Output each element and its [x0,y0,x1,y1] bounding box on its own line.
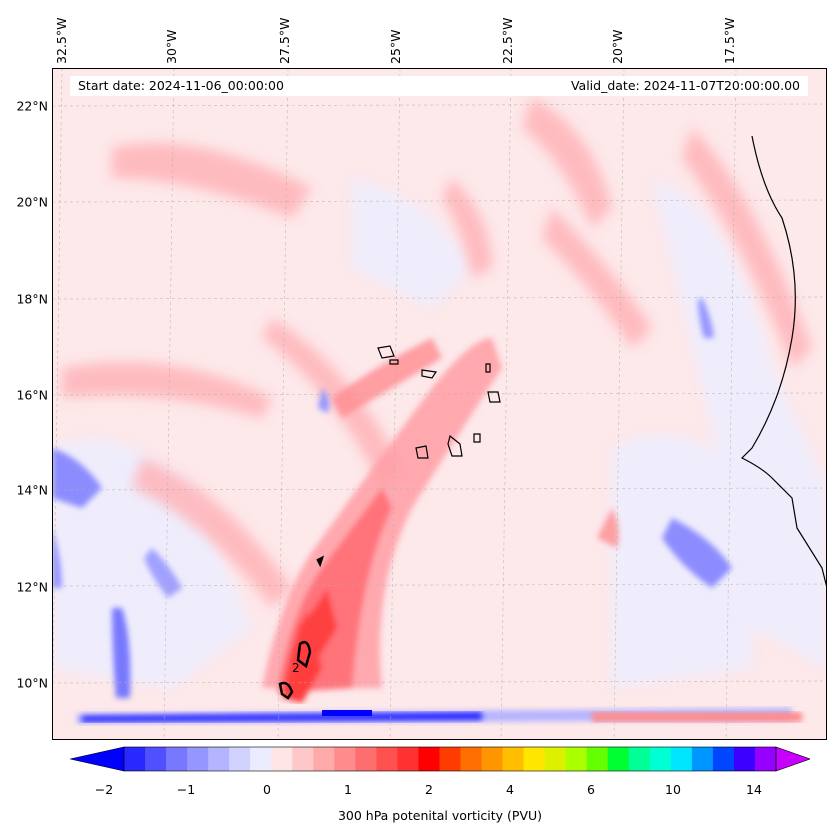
colorbar-segment [481,747,504,771]
colorbar-segment [313,747,335,771]
colorbar-label: 300 hPa potenital vorticity (PVU) [337,808,543,823]
colorbar-segment [502,747,525,771]
colorbar-segment [292,747,314,771]
colorbar-segment [166,747,188,771]
colorbar-segment [544,747,567,771]
colorbar-segment [565,747,588,771]
colorbar-tick: 14 [746,782,762,797]
lat-label-14n: 14°N [16,482,48,498]
cape-verde-islands [377,345,501,459]
pv-map-panel: 2 [52,68,827,740]
colorbar-tick: 4 [506,782,514,797]
lon-label-30w: 30°W [164,29,179,64]
graticule [52,68,827,740]
colorbar-outline [123,746,777,772]
colorbar-segment [670,747,693,771]
lat-label-22n: 22°N [16,98,48,114]
lat-label-18n: 18°N [16,291,48,307]
lat-label-16n: 16°N [16,387,48,403]
lon-label-22-5w: 22.5°W [500,17,515,64]
colorbar-segment [418,747,440,771]
colorbar-segment [250,747,272,771]
colorbar-tick: −1 [176,782,196,797]
lon-label-17-5w: 17.5°W [722,17,737,64]
lon-label-32-5w: 32.5°W [54,17,69,64]
colorbar-segment [271,747,293,771]
colorbar-segment [208,747,230,771]
colorbar-tick: 10 [665,782,681,797]
colorbar-segment [754,747,777,771]
colorbar [70,746,810,772]
colorbar-tick: 2 [425,782,433,797]
colorbar-under-arrow [70,746,125,772]
info-bar: Start date: 2024-11-06_00:00:00 Valid_da… [70,76,808,96]
colorbar-segment [628,747,651,771]
colorbar-segment [607,747,630,771]
start-date-label: Start date: 2024-11-06_00:00:00 [78,78,284,93]
lat-label-10n: 10°N [16,675,48,691]
colorbar-tick: 0 [263,782,271,797]
lat-label-12n: 12°N [16,579,48,595]
pv-field: 2 [52,68,827,740]
colorbar-segment [712,747,735,771]
colorbar-segment [355,747,377,771]
colorbar-segment [334,747,356,771]
colorbar-segment [145,747,167,771]
contour-label: 2 [292,661,300,675]
colorbar-tick: 1 [344,782,352,797]
colorbar-tick: −2 [94,782,114,797]
colorbar-segment [397,747,419,771]
colorbar-segment [649,747,672,771]
lon-label-20w: 20°W [610,29,625,64]
colorbar-tick: 6 [587,782,595,797]
lon-label-27-5w: 27.5°W [277,17,292,64]
colorbar-over-arrow [775,746,810,772]
pv-2-contour [278,555,325,700]
colorbar-segment [460,747,483,771]
lat-label-20n: 20°N [16,194,48,210]
colorbar-segment [586,747,609,771]
colorbar-segment [733,747,756,771]
colorbar-segment [187,747,209,771]
colorbar-segment [523,747,546,771]
colorbar-segment [124,747,146,771]
colorbar-segment [691,747,714,771]
colorbar-segment [376,747,398,771]
colorbar-segment [229,747,251,771]
lon-label-25w: 25°W [388,29,403,64]
valid-date-label: Valid_date: 2024-11-07T20:00:00.00 [570,78,800,93]
coastline [740,135,827,589]
colorbar-segment [439,747,462,771]
